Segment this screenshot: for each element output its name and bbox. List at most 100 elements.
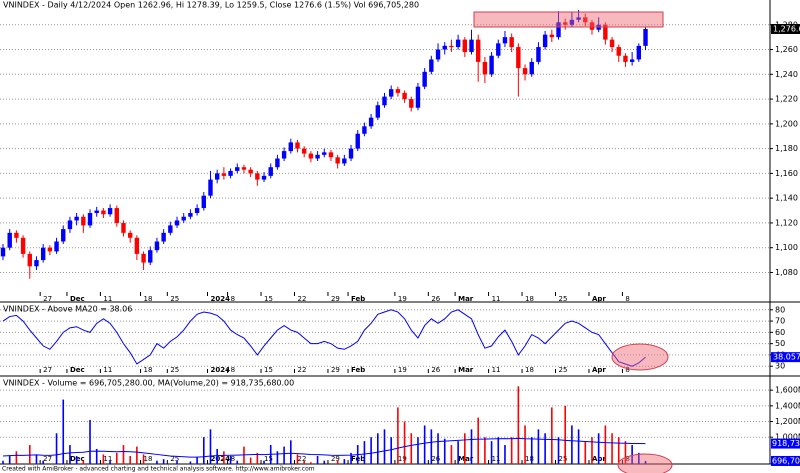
candle-body bbox=[422, 71, 427, 87]
candle-body bbox=[382, 96, 387, 106]
candle-body bbox=[368, 117, 374, 127]
y-tick-label: 1,400M bbox=[775, 401, 800, 410]
x-tick-label: Dec bbox=[70, 366, 85, 374]
candle-body bbox=[449, 45, 454, 48]
volume-ma-line bbox=[2, 437, 646, 458]
volume-bar bbox=[430, 429, 433, 464]
candle-body bbox=[435, 49, 441, 60]
candle-body bbox=[301, 148, 307, 154]
volume-bar bbox=[350, 452, 352, 464]
plot-layer: 1,080 1,100 1,120 1,140 1,160 1,180 1,200 1,220… bbox=[0, 9, 800, 466]
candle-body bbox=[415, 86, 421, 108]
value-box bbox=[771, 352, 800, 363]
candle-body bbox=[181, 216, 186, 221]
volume-bar bbox=[42, 460, 44, 464]
volume-bar bbox=[524, 425, 526, 464]
x-tick-label: 19 bbox=[398, 366, 407, 374]
volume-bar bbox=[397, 407, 399, 464]
x-tick-label: Apr bbox=[592, 295, 606, 303]
volume-bar bbox=[557, 437, 560, 464]
y-tick-label: 1,200 bbox=[775, 119, 798, 128]
candle-body bbox=[522, 68, 528, 75]
volume-bar bbox=[504, 445, 506, 464]
volume-bar bbox=[383, 429, 386, 464]
candle-body bbox=[228, 170, 233, 176]
volume-bar bbox=[450, 445, 453, 464]
volume-bar bbox=[310, 462, 312, 464]
candle-body bbox=[27, 253, 32, 267]
volume-bar bbox=[15, 451, 18, 464]
candle-body bbox=[67, 220, 73, 230]
y-tick-label: 1,080 bbox=[775, 268, 798, 277]
x-tick-label: 2024 bbox=[210, 366, 230, 374]
x-tick-label: Mar bbox=[458, 455, 474, 463]
volume-bar bbox=[564, 405, 567, 464]
candle-body bbox=[462, 39, 468, 53]
candle-body bbox=[20, 237, 26, 254]
x-tick-label: 19 bbox=[398, 455, 407, 463]
volume-bar bbox=[209, 429, 212, 464]
volume-bar bbox=[631, 445, 633, 464]
volume-bar bbox=[443, 438, 446, 464]
volume-bar bbox=[216, 448, 218, 464]
candle-body bbox=[576, 17, 581, 20]
candle-body bbox=[87, 213, 93, 226]
volume-bar bbox=[276, 451, 279, 464]
y-tick-label: 1,160 bbox=[775, 169, 798, 178]
candles bbox=[0, 9, 648, 279]
candle-body bbox=[455, 39, 461, 48]
y-tick-label: 1,120 bbox=[775, 218, 798, 227]
candle-body bbox=[315, 154, 320, 159]
volume-bar bbox=[296, 454, 299, 464]
x-tick-label: 11 bbox=[103, 455, 112, 463]
candle-body bbox=[335, 157, 340, 164]
candle-body bbox=[101, 210, 106, 215]
volume-bar bbox=[69, 445, 71, 464]
x-tick-label: 26 bbox=[431, 295, 440, 303]
x-tick-label: 29 bbox=[331, 366, 340, 374]
candle-body bbox=[188, 213, 193, 217]
x-tick-label: 18 bbox=[144, 455, 153, 463]
volume-bar bbox=[510, 437, 513, 464]
candle-body bbox=[529, 61, 534, 75]
volume-bar bbox=[229, 456, 232, 464]
value-label: 696,705, bbox=[772, 456, 800, 465]
x-tick-label: 22 bbox=[297, 366, 306, 374]
footer: Created with AmiBroker - advanced charti… bbox=[2, 466, 315, 473]
x-tick-label: Mar bbox=[458, 295, 474, 303]
volume-bar bbox=[537, 429, 540, 464]
volume-bar bbox=[316, 456, 319, 464]
volume-bar bbox=[617, 437, 620, 464]
x-tick-label: 26 bbox=[431, 366, 440, 374]
candle-body bbox=[502, 37, 508, 44]
x-tick-label: Feb bbox=[351, 295, 365, 303]
candle-body bbox=[616, 47, 621, 56]
x-tick-label: 11 bbox=[103, 366, 112, 374]
candle-body bbox=[322, 152, 327, 155]
candle-body bbox=[388, 89, 394, 97]
volume-bar bbox=[638, 452, 640, 464]
candle-body bbox=[34, 260, 39, 267]
candle-body bbox=[362, 126, 367, 134]
volume-bar bbox=[604, 425, 607, 464]
candle-body bbox=[409, 99, 414, 108]
volume-bar bbox=[410, 433, 413, 464]
x-tick-label: 2024 bbox=[210, 295, 230, 303]
volume-bar bbox=[256, 452, 259, 464]
candle-body bbox=[208, 179, 213, 196]
volume-bar bbox=[8, 456, 11, 464]
x-tick-label: 11 bbox=[492, 455, 501, 463]
highlight-box bbox=[473, 11, 664, 28]
x-tick-label: 18 bbox=[525, 295, 534, 303]
candle-body bbox=[255, 173, 260, 180]
candle-body bbox=[74, 216, 79, 221]
pane-title: VNINDEX - Volume = 696,705,280.00, MA(Vo… bbox=[3, 379, 294, 388]
x-tick-label: 26 bbox=[431, 455, 440, 463]
volume-bar bbox=[417, 437, 419, 464]
candle-body bbox=[161, 232, 166, 242]
x-tick-label: 8 bbox=[625, 366, 629, 374]
y-tick-label: 1,240 bbox=[775, 70, 798, 79]
volume-bar bbox=[437, 433, 439, 464]
candle-body bbox=[94, 210, 99, 214]
volume-bar bbox=[377, 433, 379, 464]
